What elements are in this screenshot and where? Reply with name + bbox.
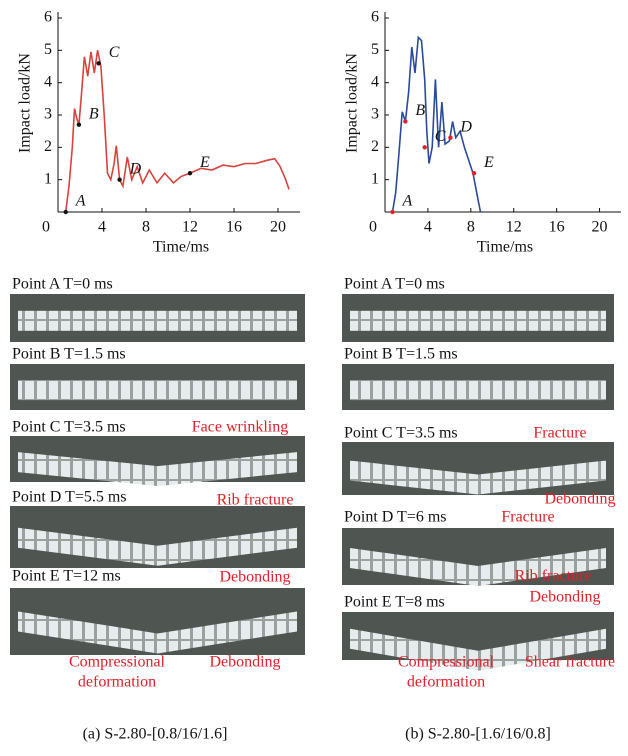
- beam: [18, 310, 297, 331]
- frame-label: Point D T=6 ms: [344, 509, 447, 526]
- point-marker: [96, 61, 101, 66]
- y-tick-label: 3: [44, 106, 52, 123]
- point-marker: [390, 209, 395, 215]
- x-axis-label: Time/ms: [477, 239, 533, 256]
- x-tick-label: 8: [467, 219, 475, 236]
- frame-label: Point D T=5.5 ms: [12, 489, 127, 506]
- x-tick-label: 12: [182, 219, 198, 236]
- x-tick-label: 12: [506, 219, 522, 236]
- y-tick-label: 6: [371, 9, 379, 26]
- annotation: Debonding: [219, 569, 290, 586]
- y-tick-label: 1: [44, 170, 52, 187]
- annotation: Fracture: [501, 509, 554, 526]
- beam: [18, 452, 297, 487]
- annotation: Compressional: [398, 654, 495, 671]
- annotation: Shear fracture: [525, 654, 615, 671]
- point-label: E: [483, 154, 494, 171]
- y-tick-label: 1: [371, 170, 379, 187]
- point-label: B: [89, 105, 99, 122]
- x-tick-label: 20: [592, 219, 608, 236]
- frame-label: Point E T=12 ms: [12, 568, 121, 585]
- y-tick-label: 6: [44, 9, 52, 26]
- y-tick-label: 4: [44, 73, 52, 90]
- beam: [350, 380, 606, 401]
- frame-label: Point A T=0 ms: [344, 276, 445, 293]
- frame-label: Point C T=3.5 ms: [12, 419, 126, 436]
- point-marker: [403, 119, 408, 124]
- load-curve: [64, 50, 290, 213]
- point-marker: [471, 171, 477, 176]
- x-tick-label: 16: [226, 219, 242, 236]
- load-curve: [391, 35, 482, 213]
- y-axis-label: Impact load/kN: [17, 53, 34, 153]
- y-tick-label: 4: [371, 73, 379, 90]
- x-tick-label: 8: [142, 219, 150, 236]
- y-tick-label: 5: [44, 41, 52, 58]
- y-tick-label: 3: [371, 106, 379, 123]
- annotation: Fracture: [533, 425, 586, 442]
- point-marker: [422, 145, 427, 150]
- x-axis-label: Time/ms: [153, 239, 209, 256]
- point-marker: [187, 171, 193, 176]
- point-label: D: [129, 160, 142, 177]
- x-tick-label: 20: [270, 219, 286, 236]
- point-marker: [63, 209, 68, 215]
- annotation: Debonding: [544, 491, 615, 508]
- x-tick-label: 0: [42, 219, 50, 236]
- annotation: Rib fracture: [515, 568, 592, 585]
- y-tick-label: 2: [371, 138, 379, 155]
- x-tick-label: 4: [98, 219, 106, 236]
- frame-label: Point B T=1.5 ms: [344, 346, 458, 363]
- point-marker: [117, 177, 122, 182]
- frame-label: Point B T=1.5 ms: [12, 346, 126, 363]
- point-label: A: [402, 193, 413, 210]
- point-marker: [76, 122, 82, 127]
- frame-label: Point E T=8 ms: [344, 594, 445, 611]
- x-tick-label: 16: [549, 219, 565, 236]
- beam: [350, 460, 606, 495]
- point-label: C: [109, 44, 120, 61]
- annotation: Debonding: [529, 589, 600, 606]
- x-tick-label: 4: [424, 219, 432, 236]
- annotation: Compressional: [69, 654, 166, 671]
- frame-label: Point A T=0 ms: [12, 276, 113, 293]
- caption: (b) S-2.80-[1.6/16/0.8]: [405, 726, 551, 743]
- annotation: deformation: [78, 674, 156, 691]
- beam: [18, 611, 297, 654]
- beam: [350, 628, 606, 671]
- frame-label: Point C T=3.5 ms: [344, 425, 458, 442]
- point-label: D: [459, 118, 472, 135]
- beam: [18, 380, 297, 401]
- annotation: deformation: [407, 674, 485, 691]
- point-marker: [448, 135, 453, 140]
- point-label: B: [415, 102, 425, 119]
- x-tick-label: 0: [369, 219, 377, 236]
- annotation: Debonding: [209, 654, 280, 671]
- point-label: E: [199, 154, 210, 171]
- y-tick-label: 5: [371, 41, 379, 58]
- beam: [18, 527, 297, 566]
- point-label: A: [75, 193, 86, 210]
- beam: [350, 310, 606, 331]
- point-label: C: [435, 128, 446, 145]
- y-axis-label: Impact load/kN: [344, 53, 361, 153]
- annotation: Face wrinkling: [192, 419, 288, 436]
- annotation: Rib fracture: [217, 492, 294, 509]
- caption: (a) S-2.80-[0.8/16/1.6]: [83, 726, 228, 743]
- beam: [350, 547, 606, 586]
- y-tick-label: 2: [44, 138, 52, 155]
